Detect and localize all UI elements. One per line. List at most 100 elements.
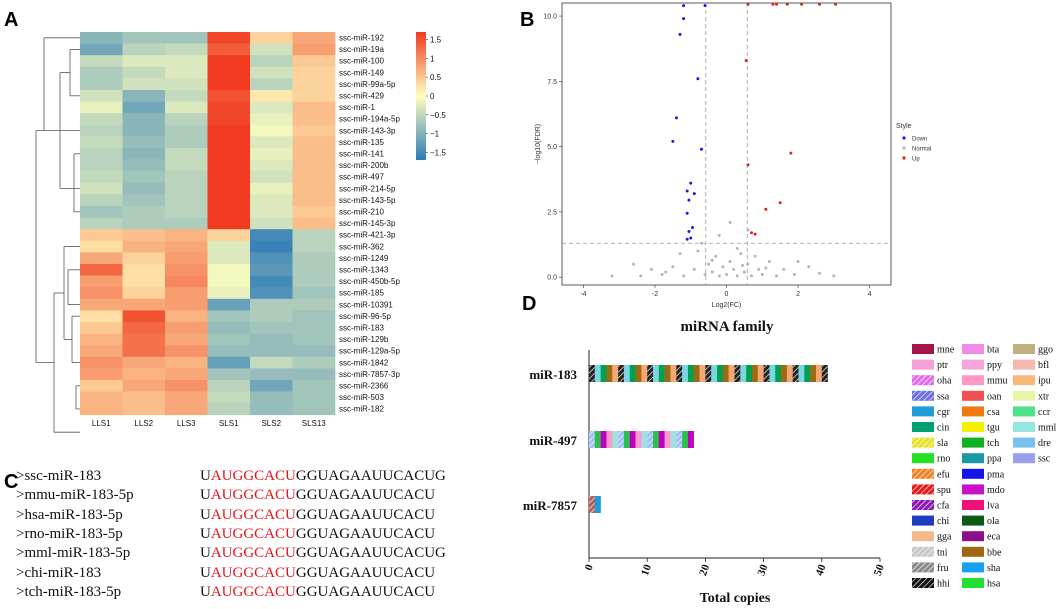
sequence-name: >mmu-miR-183-5p	[16, 487, 134, 504]
heatmap-cell	[207, 287, 251, 300]
legend-label: cgr	[937, 407, 950, 418]
point-down	[699, 147, 703, 151]
volcano-plot-area	[561, 2, 892, 286]
heatmap-cell	[80, 159, 123, 172]
bar-segment	[623, 365, 630, 382]
legend-swatch	[962, 437, 984, 448]
sequence-prefix: U	[200, 583, 211, 600]
bar-segment-hatch	[676, 365, 683, 382]
heatmap-cell	[122, 403, 166, 416]
heatmap-cell	[250, 101, 293, 114]
heatmap-cell	[250, 32, 293, 44]
heatmap-cell	[122, 182, 166, 195]
point-normal	[767, 260, 771, 263]
bar-segment	[629, 365, 636, 382]
point-normal	[703, 273, 707, 277]
heatmap-row-label: ssc-miR-497	[339, 173, 384, 182]
sequence-text: UAUGGCACUGGUAGAAUUCACUG	[200, 545, 446, 562]
heatmap-cell	[207, 124, 251, 137]
heatmap-dendrogram	[35, 37, 80, 433]
legend-label: oha	[937, 376, 952, 387]
legend-swatch	[962, 422, 984, 432]
legend-label: bta	[987, 345, 1000, 356]
heatmap-cell	[165, 240, 208, 253]
bar-segment	[606, 365, 613, 382]
point-normal	[717, 274, 721, 278]
heatmap-cell	[122, 356, 166, 369]
heatmap-cell	[207, 391, 251, 404]
heatmap-cell	[80, 43, 123, 56]
heatmap-row-label: ssc-miR-192	[339, 34, 384, 43]
legend-label: ola	[987, 516, 1000, 527]
heatmap-cell	[292, 391, 336, 404]
legend-swatch	[912, 406, 934, 417]
legend-swatch-hatch	[912, 546, 934, 557]
seed-region: AUGGCACU	[210, 564, 296, 581]
point-normal	[632, 262, 636, 266]
heatmap-cell	[122, 32, 166, 44]
legend-swatch	[962, 562, 984, 573]
legend-swatch	[1013, 453, 1035, 464]
point-normal	[707, 262, 711, 266]
legend-label: sha	[987, 563, 1001, 574]
point-up	[800, 2, 804, 6]
x-tick-label: 20	[697, 562, 712, 577]
heatmap-cell	[122, 217, 166, 230]
heatmap-cell	[80, 194, 123, 207]
heatmap-row-label: ssc-miR-194a-5p	[339, 115, 400, 124]
heatmap-cell	[250, 78, 293, 91]
point-normal	[682, 274, 686, 278]
heatmap-cell	[165, 368, 208, 381]
heatmap-cell	[207, 43, 251, 56]
point-normal	[717, 233, 721, 237]
x-axis-label: Log2(FC)	[712, 302, 742, 309]
heatmap-row-label: ssc-miR-96-5p	[339, 312, 392, 321]
legend-swatch	[1013, 375, 1035, 386]
point-normal	[710, 270, 714, 274]
point-normal	[696, 249, 700, 253]
seed-region: AUGGCACU	[210, 583, 296, 600]
point-down	[685, 237, 689, 241]
x-tick-label: 0	[583, 562, 596, 572]
heatmap-cell	[122, 136, 166, 149]
heatmap-panel: ssc-miR-192 ssc-miR-19a ssc-miR-100 ssc-miR…	[80, 32, 400, 428]
y-tick-label: 2.5	[547, 209, 557, 216]
legend-label: tch	[987, 438, 999, 449]
heatmap-cell	[165, 287, 208, 300]
heatmap-row-label: ssc-miR-1	[339, 103, 376, 112]
heatmap-cell	[80, 55, 123, 68]
legend-label: mmu	[987, 376, 1008, 387]
legend-label: Down	[912, 137, 927, 143]
heatmap-row-label: ssc-miR-183	[339, 324, 384, 333]
heatmap-cell	[292, 310, 336, 323]
legend-title: Style	[896, 123, 912, 130]
seed-region: AUGGCACU	[210, 468, 296, 484]
point-up	[775, 2, 779, 6]
point-normal	[671, 265, 675, 269]
heatmap-cell	[80, 229, 123, 242]
sequence-rest: GGUAGAAUUCACU	[295, 506, 436, 523]
heatmap-row-label: ssc-miR-200b	[339, 161, 389, 170]
point-up	[750, 231, 754, 235]
heatmap-cell	[292, 159, 336, 172]
heatmap-cell	[165, 380, 208, 392]
heatmap-cell	[250, 90, 293, 102]
bar-segment	[781, 365, 788, 382]
heatmap-cell	[207, 136, 251, 149]
legend-label: mml	[1038, 423, 1057, 434]
point-down	[689, 236, 693, 240]
legend-label: Up	[912, 157, 920, 163]
heatmap-cell	[80, 78, 123, 91]
heatmap-cell	[207, 171, 251, 184]
heatmap-cell	[250, 194, 293, 207]
y-tick-label: 0.0	[547, 275, 557, 282]
bar-segment	[612, 431, 619, 448]
sequence-prefix: U	[200, 506, 211, 523]
bar-segment	[722, 365, 729, 382]
sequence-prefix: U	[200, 525, 211, 542]
legend-label: dre	[1038, 438, 1051, 449]
heatmap-cell	[207, 78, 251, 91]
category-label: miR-183	[529, 367, 577, 382]
point-up	[785, 2, 789, 6]
